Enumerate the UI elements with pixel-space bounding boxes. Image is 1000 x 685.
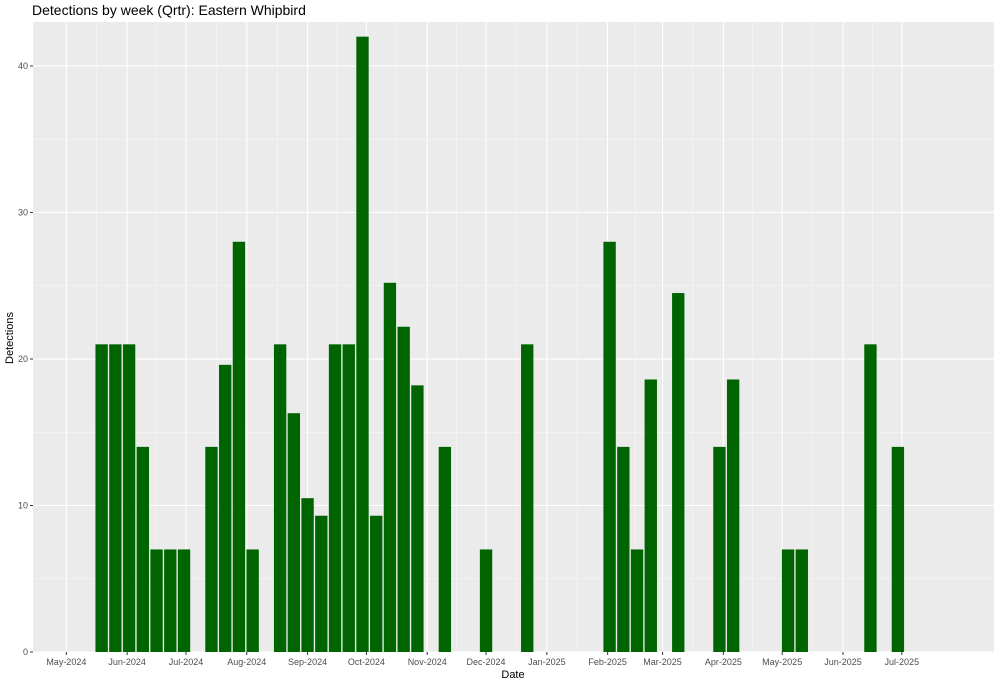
bar bbox=[864, 344, 877, 652]
x-tick-label: Nov-2024 bbox=[408, 657, 447, 667]
bar bbox=[726, 379, 740, 652]
bar bbox=[342, 344, 355, 652]
x-tick-label: Jan-2025 bbox=[528, 657, 566, 667]
bar bbox=[122, 344, 136, 652]
bar bbox=[603, 241, 616, 652]
bar bbox=[370, 515, 383, 652]
x-tick-label: May-2024 bbox=[46, 657, 86, 667]
bar bbox=[479, 549, 493, 652]
x-tick-label: May-2025 bbox=[762, 657, 802, 667]
bar bbox=[411, 385, 424, 652]
x-tick-label: Feb-2025 bbox=[588, 657, 627, 667]
bar bbox=[521, 344, 534, 652]
plot-panel bbox=[33, 22, 994, 652]
bar bbox=[383, 282, 397, 652]
y-tick-label: 10 bbox=[18, 500, 28, 510]
bars bbox=[95, 36, 905, 652]
y-tick-label: 20 bbox=[18, 354, 28, 364]
x-tick-label: Sep-2024 bbox=[288, 657, 327, 667]
bar bbox=[205, 446, 218, 652]
bar bbox=[273, 344, 287, 652]
bar bbox=[315, 515, 328, 652]
x-tick-label: Jun-2024 bbox=[108, 657, 146, 667]
y-tick-label: 0 bbox=[23, 647, 28, 657]
chart-title: Detections by week (Qrtr): Eastern Whipb… bbox=[32, 2, 306, 18]
bar bbox=[301, 498, 314, 652]
x-axis-title: Date bbox=[501, 669, 524, 681]
bar bbox=[438, 446, 452, 652]
bar bbox=[891, 446, 905, 652]
bar bbox=[630, 549, 644, 652]
bar bbox=[672, 293, 685, 652]
bar bbox=[644, 379, 657, 652]
x-tick-label: Aug-2024 bbox=[227, 657, 266, 667]
bar bbox=[219, 364, 232, 652]
x-tick-label: Dec-2024 bbox=[467, 657, 506, 667]
y-axis: 0 10 20 30 40 bbox=[18, 61, 33, 657]
bar bbox=[136, 446, 150, 652]
x-tick-label: Jul-2024 bbox=[169, 657, 204, 667]
bar bbox=[328, 344, 342, 652]
x-tick-label: Mar-2025 bbox=[643, 657, 682, 667]
x-axis: May-2024 Jun-2024 Jul-2024 Aug-2024 Sep-2024… bbox=[46, 652, 919, 667]
bar bbox=[164, 549, 177, 652]
bar bbox=[95, 344, 108, 652]
x-tick-label: Jun-2025 bbox=[824, 657, 862, 667]
x-tick-label: Apr-2025 bbox=[705, 657, 742, 667]
bar bbox=[177, 549, 191, 652]
bar bbox=[713, 446, 726, 652]
bar bbox=[795, 549, 808, 652]
y-tick-label: 40 bbox=[18, 61, 28, 71]
bar bbox=[246, 549, 259, 652]
bar bbox=[150, 549, 163, 652]
bar bbox=[781, 549, 795, 652]
x-tick-label: Jul-2025 bbox=[885, 657, 920, 667]
bar bbox=[109, 344, 122, 652]
bar bbox=[397, 326, 410, 652]
bar bbox=[617, 446, 630, 652]
y-tick-label: 30 bbox=[18, 207, 28, 217]
bar bbox=[232, 241, 246, 652]
y-axis-title: Detections bbox=[4, 312, 16, 364]
bar bbox=[356, 36, 369, 652]
bar bbox=[287, 413, 301, 652]
x-tick-label: Oct-2024 bbox=[348, 657, 385, 667]
